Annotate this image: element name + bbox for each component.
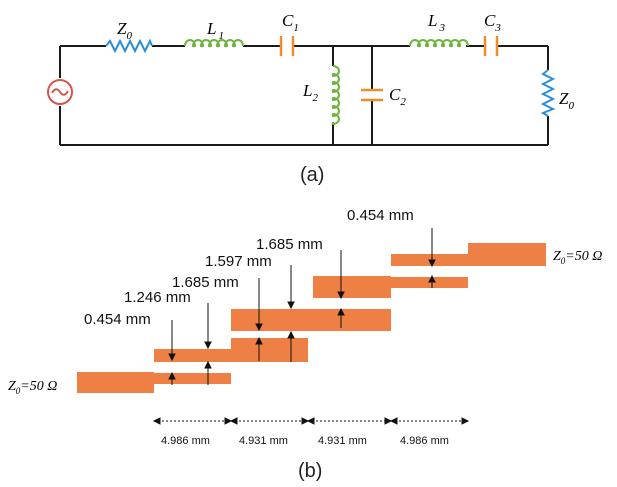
- capacitor-c3-icon: [483, 36, 499, 56]
- ac-source-icon: [47, 79, 73, 105]
- label-z0-source: Z0: [117, 19, 132, 42]
- label-c3: C3: [484, 11, 501, 34]
- width-label-w1: 0.454 mm: [84, 311, 151, 328]
- strip-section-1: [154, 373, 231, 384]
- strip-section-3: [231, 338, 308, 362]
- microstrip-layout: [77, 243, 546, 393]
- label-z0-load: Z0: [559, 89, 574, 112]
- caption-a: (a): [300, 164, 324, 186]
- label-l2: L2: [302, 81, 318, 104]
- length-label-2: 4.931 mm: [239, 435, 288, 447]
- inductor-l1-icon: [184, 39, 244, 48]
- circuit-schematic: [59, 45, 549, 146]
- port-label-left: Z0=50 Ω: [8, 379, 57, 396]
- width-label-w5: 1.685 mm: [256, 236, 323, 253]
- label-c1: C1: [282, 11, 299, 34]
- length-label-4: 4.986 mm: [400, 435, 449, 447]
- length-dimension-line: [152, 417, 470, 425]
- inductor-l2-icon: [331, 65, 340, 126]
- label-c2: C2: [389, 85, 406, 108]
- length-label-1: 4.986 mm: [161, 435, 210, 447]
- capacitor-c1-icon: [279, 36, 295, 56]
- strip-section-2: [154, 349, 231, 362]
- port-label-right: Z0=50 Ω: [553, 249, 602, 266]
- width-label-w2: 1.246 mm: [124, 289, 191, 306]
- width-label-w6: 0.454 mm: [347, 207, 414, 224]
- strip-port-right: [468, 243, 546, 266]
- caption-b: (b): [298, 460, 322, 482]
- resistor-z0-load-icon: [540, 69, 556, 117]
- capacitor-c2-icon: [361, 88, 383, 102]
- width-indicators: [168, 228, 436, 385]
- strip-section-5: [313, 276, 391, 298]
- width-label-w4: 1.597 mm: [205, 253, 272, 270]
- strip-port-left: [77, 372, 154, 393]
- length-label-3: 4.931 mm: [318, 435, 367, 447]
- inductor-l3-icon: [409, 39, 469, 48]
- resistor-z0-source-icon: [105, 38, 153, 54]
- width-label-w3: 1.685 mm: [172, 274, 239, 291]
- strip-section-4: [231, 309, 391, 331]
